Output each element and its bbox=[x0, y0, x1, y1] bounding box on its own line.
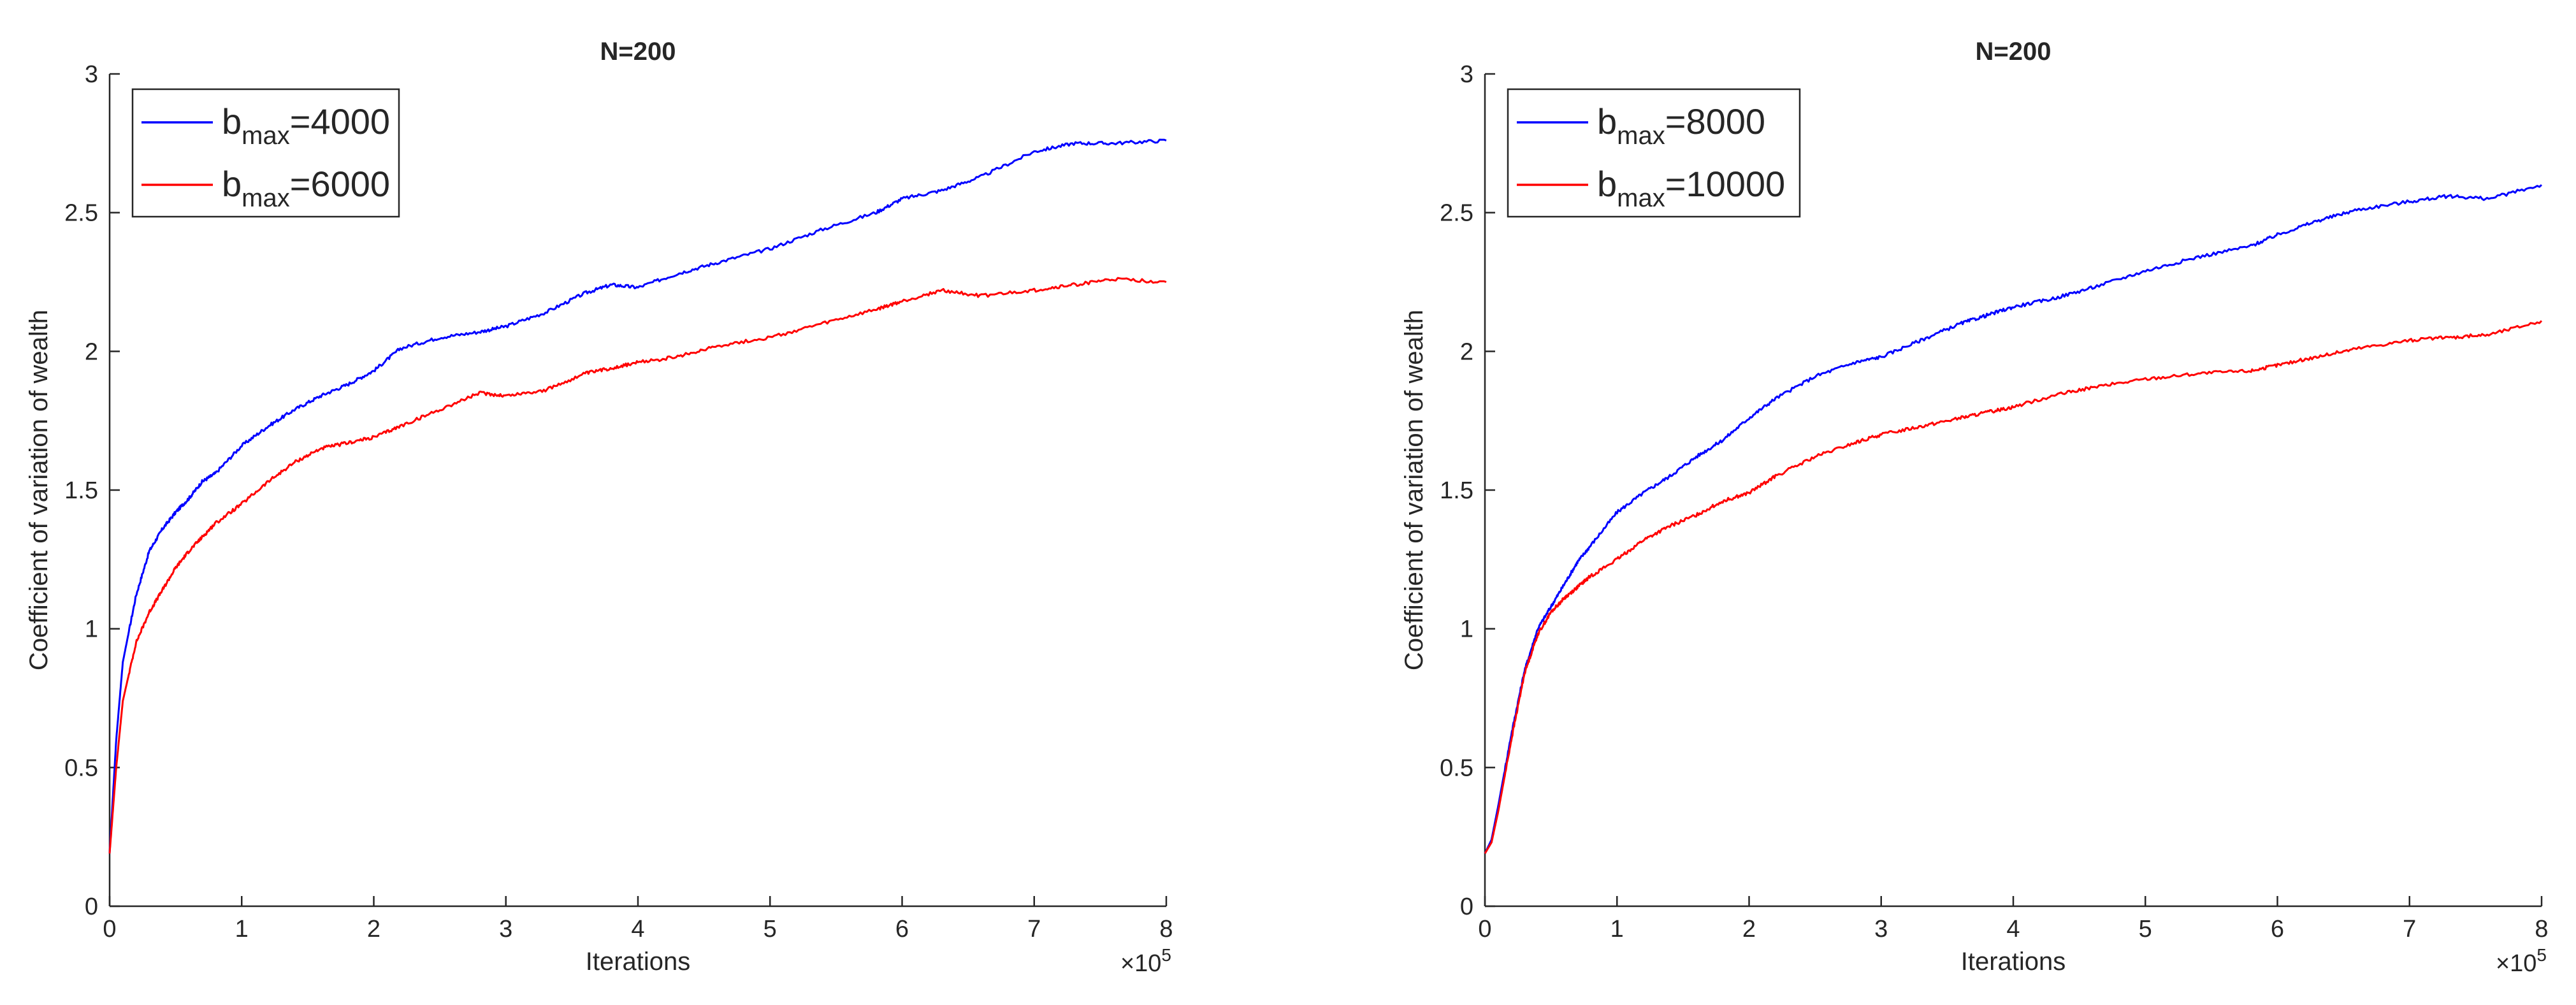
y-tick-label: 0.5 bbox=[64, 755, 98, 781]
series-line-2 bbox=[108, 277, 1167, 854]
x-tick-label: 4 bbox=[631, 916, 644, 943]
x-tick-label: 3 bbox=[499, 916, 512, 943]
y-tick-label: 1.5 bbox=[1440, 477, 1473, 504]
legend-entry: bmax=10000 bbox=[1597, 164, 1785, 212]
chart-panel-1: 0 1 2 3 4 5 6 7 800.511.522.53×105N=200Iteration… bbox=[25, 38, 1173, 977]
legend-label-value: =4000 bbox=[290, 101, 390, 141]
x-tick-label: 1 bbox=[1610, 916, 1624, 943]
y-axis-label: Coefficient of variation of wealth bbox=[25, 310, 53, 670]
y-tick-label: 0 bbox=[1460, 893, 1473, 920]
y-tick-label: 3 bbox=[85, 61, 98, 88]
legend-label-base: b bbox=[222, 101, 242, 141]
x-tick-label: 6 bbox=[2271, 916, 2284, 943]
series-line-1 bbox=[108, 138, 1167, 854]
x-axis-label: Iterations bbox=[1961, 948, 2066, 976]
x-tick-label: 3 bbox=[1874, 916, 1888, 943]
x-tick-label: 1 bbox=[235, 916, 249, 943]
x-tick-label: 5 bbox=[763, 916, 777, 943]
x-multiplier: ×105 bbox=[1120, 945, 1171, 977]
x-tick-label: 0 bbox=[103, 916, 116, 943]
x-multiplier-base: ×10 bbox=[2496, 950, 2536, 977]
legend-label-base: b bbox=[1597, 101, 1617, 141]
x-tick-label: 6 bbox=[895, 916, 909, 943]
legend-label-value: =6000 bbox=[290, 164, 390, 204]
x-multiplier-exponent: 5 bbox=[2536, 945, 2547, 965]
y-tick-label: 2 bbox=[85, 338, 98, 365]
x-multiplier: ×105 bbox=[2496, 945, 2547, 977]
y-axis-label: Coefficient of variation of wealth bbox=[1400, 310, 1428, 670]
y-tick-label: 3 bbox=[1460, 61, 1473, 88]
x-multiplier-base: ×10 bbox=[1120, 950, 1161, 977]
x-tick-label: 8 bbox=[1159, 916, 1173, 943]
y-tick-label: 1 bbox=[85, 616, 98, 643]
y-tick-label: 2.5 bbox=[64, 200, 98, 227]
series-line-2 bbox=[1484, 320, 2543, 855]
y-tick-label: 2.5 bbox=[1440, 200, 1473, 227]
x-tick-label: 5 bbox=[2139, 916, 2152, 943]
x-tick-label: 4 bbox=[2006, 916, 2020, 943]
y-tick-label: 0 bbox=[85, 893, 98, 920]
y-tick-label: 1 bbox=[1460, 616, 1473, 643]
x-tick-label: 8 bbox=[2535, 916, 2548, 943]
legend-entry: bmax=8000 bbox=[1597, 101, 1765, 150]
x-tick-label: 7 bbox=[1027, 916, 1041, 943]
legend-label-subscript: max bbox=[242, 122, 290, 150]
x-tick-label: 2 bbox=[1742, 916, 1756, 943]
legend-label-value: =8000 bbox=[1665, 101, 1765, 141]
legend-label-subscript: max bbox=[1617, 184, 1665, 212]
legend-box bbox=[1507, 88, 1801, 218]
y-tick-label: 0.5 bbox=[1440, 755, 1473, 781]
chart-panel-2: 0 1 2 3 4 5 6 7 800.511.522.53×105N=200Iteration… bbox=[1400, 38, 2549, 977]
x-multiplier-exponent: 5 bbox=[1161, 945, 1171, 965]
chart-title: N=200 bbox=[600, 38, 676, 66]
legend-entry: bmax=6000 bbox=[222, 164, 390, 212]
chart-title: N=200 bbox=[1976, 38, 2051, 66]
x-axis-label: Iterations bbox=[586, 948, 691, 976]
legend-label-value: =10000 bbox=[1665, 164, 1785, 204]
legend-entry: bmax=4000 bbox=[222, 101, 390, 150]
legend-label-base: b bbox=[222, 164, 242, 204]
y-tick-label: 1.5 bbox=[64, 477, 98, 504]
legend-label-subscript: max bbox=[242, 184, 290, 212]
x-tick-label: 0 bbox=[1478, 916, 1491, 943]
y-tick-label: 2 bbox=[1460, 338, 1473, 365]
x-tick-label: 2 bbox=[367, 916, 380, 943]
x-tick-label: 7 bbox=[2403, 916, 2416, 943]
legend-box bbox=[131, 88, 400, 218]
series-line-1 bbox=[1484, 184, 2542, 854]
legend-label-subscript: max bbox=[1617, 122, 1665, 150]
legend-label-base: b bbox=[1597, 164, 1617, 204]
